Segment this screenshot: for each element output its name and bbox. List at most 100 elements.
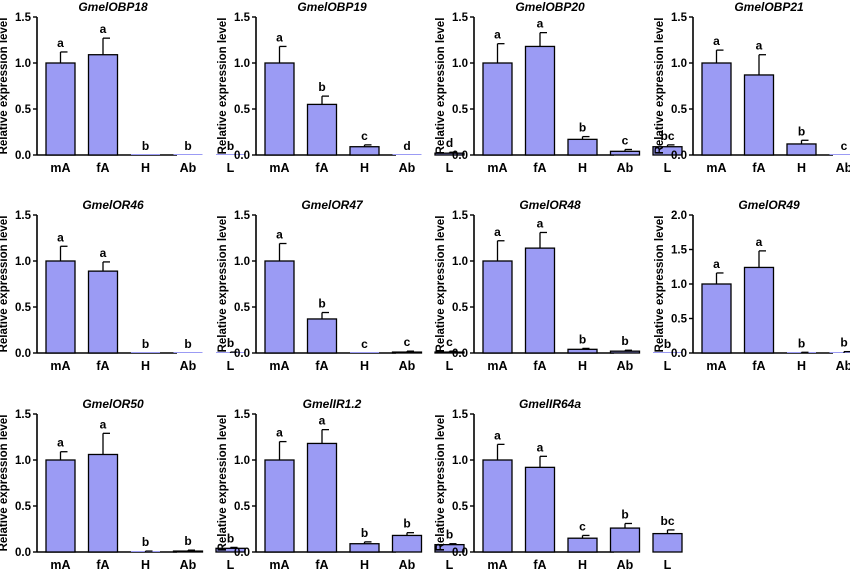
x-tick-label: H xyxy=(578,558,587,570)
y-tick-label: 0.0 xyxy=(15,547,31,559)
significance-letter: c xyxy=(404,335,411,349)
bar xyxy=(350,147,379,155)
bar xyxy=(830,154,850,155)
y-tick-label: 1.0 xyxy=(452,256,468,268)
bar xyxy=(46,63,75,155)
y-tick-label: 0.0 xyxy=(15,348,31,360)
y-tick-label: 1.5 xyxy=(234,409,251,421)
y-tick-label: 1.0 xyxy=(15,455,31,467)
significance-letter: a xyxy=(537,17,544,31)
x-tick-label: mA xyxy=(50,161,70,175)
significance-letter: a xyxy=(713,257,720,271)
x-tick-label: mA xyxy=(487,359,507,373)
significance-letter: b xyxy=(621,507,628,521)
bar xyxy=(702,284,731,353)
significance-letter: b xyxy=(318,80,325,94)
x-tick-label: L xyxy=(446,558,454,570)
bar xyxy=(265,261,294,353)
bar xyxy=(568,139,597,155)
y-tick-label: 0.5 xyxy=(452,104,469,116)
x-tick-label: H xyxy=(578,161,587,175)
panel-title: GmelOBP18 xyxy=(78,0,148,14)
y-tick-label: 0.5 xyxy=(671,104,688,116)
bar xyxy=(89,271,118,353)
x-tick-label: L xyxy=(227,161,235,175)
y-tick-label: 0.5 xyxy=(15,501,32,513)
x-tick-label: fA xyxy=(533,558,546,570)
x-tick-label: mA xyxy=(269,161,289,175)
x-tick-label: L xyxy=(664,359,672,373)
significance-letter: c xyxy=(361,129,368,143)
y-tick-label: 1.0 xyxy=(15,58,31,70)
significance-letter: b xyxy=(142,139,149,153)
y-tick-label: 0.0 xyxy=(671,150,687,162)
y-tick-label: 1.5 xyxy=(234,210,251,222)
bar xyxy=(483,460,512,552)
x-tick-label: L xyxy=(227,359,235,373)
x-tick-label: Ab xyxy=(180,558,197,570)
bar xyxy=(393,154,422,155)
x-tick-label: Ab xyxy=(617,558,634,570)
panel-title: GmelOR47 xyxy=(301,198,364,212)
x-tick-label: fA xyxy=(96,359,109,373)
significance-letter: b xyxy=(184,337,191,351)
bar xyxy=(653,534,682,552)
x-tick-label: fA xyxy=(533,161,546,175)
x-tick-label: fA xyxy=(315,161,328,175)
panel-title: GmelOR49 xyxy=(738,198,800,212)
significance-letter: a xyxy=(319,414,326,428)
y-tick-label: 0.5 xyxy=(15,302,32,314)
y-axis-label: Relative expression level xyxy=(435,216,447,353)
bar xyxy=(745,267,774,353)
panel-title: GmelOBP19 xyxy=(297,0,367,14)
significance-letter: b xyxy=(142,535,149,549)
significance-letter: c xyxy=(841,139,848,153)
significance-letter: a xyxy=(756,39,763,53)
bar xyxy=(46,460,75,552)
y-axis-label: Relative expression level xyxy=(654,216,666,353)
bar xyxy=(568,349,597,353)
y-tick-label: 1.5 xyxy=(671,245,688,257)
bar xyxy=(350,352,379,353)
significance-letter: a xyxy=(276,30,283,44)
bar xyxy=(308,319,337,353)
panel-title: GmelIR1.2 xyxy=(303,397,362,411)
y-tick-label: 0.0 xyxy=(234,348,250,360)
significance-letter: c xyxy=(579,519,586,533)
y-tick-label: 1.0 xyxy=(452,58,468,70)
bar xyxy=(611,528,640,552)
panel-title: GmelOBP20 xyxy=(515,0,585,14)
significance-letter: b xyxy=(579,332,586,346)
bar xyxy=(526,248,555,353)
significance-letter: bc xyxy=(660,514,674,528)
x-tick-label: Ab xyxy=(617,161,634,175)
bar xyxy=(308,443,337,552)
significance-letter: b xyxy=(184,139,191,153)
significance-letter: b xyxy=(840,336,847,350)
x-tick-label: fA xyxy=(752,161,765,175)
panel-title: GmelIR64a xyxy=(519,397,581,411)
y-tick-label: 0.0 xyxy=(234,150,250,162)
bar xyxy=(526,467,555,552)
x-tick-label: fA xyxy=(315,558,328,570)
y-tick-label: 1.5 xyxy=(452,12,469,24)
significance-letter: a xyxy=(494,225,501,239)
significance-letter: a xyxy=(276,228,283,242)
y-tick-label: 1.0 xyxy=(671,58,687,70)
panel-title: GmelOR46 xyxy=(82,198,144,212)
panel-title: GmelOR50 xyxy=(82,397,144,411)
significance-letter: b xyxy=(318,297,325,311)
significance-letter: a xyxy=(537,440,544,454)
x-tick-label: Ab xyxy=(399,359,416,373)
y-axis-label: Relative expression level xyxy=(217,18,229,155)
x-tick-label: mA xyxy=(50,558,70,570)
x-tick-label: fA xyxy=(96,558,109,570)
y-tick-label: 2.0 xyxy=(671,210,687,222)
y-tick-label: 0.0 xyxy=(15,150,31,162)
y-axis-label: Relative expression level xyxy=(217,216,229,353)
x-tick-label: Ab xyxy=(836,161,850,175)
